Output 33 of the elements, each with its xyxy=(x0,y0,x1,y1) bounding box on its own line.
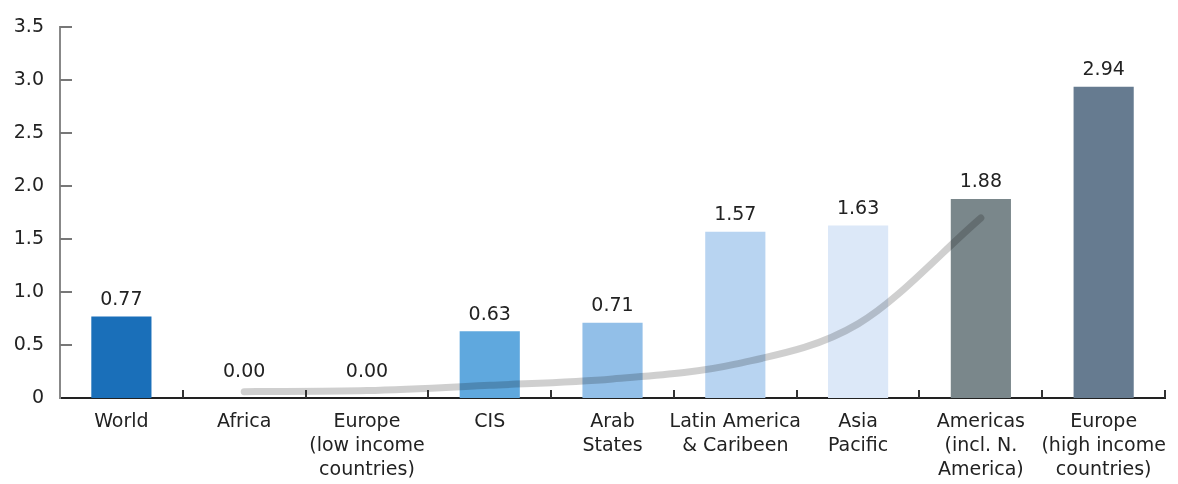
x-tick-label: World xyxy=(94,408,149,431)
y-tick-label: 2.0 xyxy=(13,173,44,196)
x-tick-label: Americas (incl. N. America) xyxy=(936,408,1026,479)
bar xyxy=(828,225,889,398)
bar xyxy=(705,231,766,398)
data-label: 1.63 xyxy=(836,195,880,218)
x-tick-label: Europe (high income countries) xyxy=(1041,408,1166,479)
y-tick-label: 2.5 xyxy=(13,120,44,143)
y-tick-label: 3.5 xyxy=(13,14,44,37)
x-tick-label: Arab States xyxy=(582,408,643,455)
data-label: 0.71 xyxy=(591,293,634,316)
x-tick-label: CIS xyxy=(474,408,506,431)
bar xyxy=(582,322,643,398)
x-tick-label: Africa xyxy=(217,408,272,431)
data-label: 1.88 xyxy=(959,169,1003,192)
x-tick-label: Asia Pacific xyxy=(827,408,889,455)
bar xyxy=(950,198,1011,398)
y-tick-label: 0 xyxy=(31,384,44,407)
data-label: 0.00 xyxy=(223,359,266,382)
bar xyxy=(91,316,152,398)
data-label: 2.94 xyxy=(1082,57,1125,80)
data-label: 0.77 xyxy=(100,286,143,309)
y-tick-label: 0.5 xyxy=(13,331,44,354)
data-label: 0.00 xyxy=(345,359,389,382)
bar xyxy=(459,331,520,398)
data-label: 1.57 xyxy=(714,202,757,225)
x-tick-label: Latin America & Caribeen xyxy=(669,408,802,455)
x-tick-label: Europe (low income countries) xyxy=(309,408,425,479)
y-tick-label: 1.0 xyxy=(13,279,44,302)
y-tick-label: 1.5 xyxy=(13,226,44,249)
y-tick-label: 3.0 xyxy=(13,67,44,90)
bar xyxy=(1073,86,1134,398)
data-label: 0.63 xyxy=(468,301,511,324)
